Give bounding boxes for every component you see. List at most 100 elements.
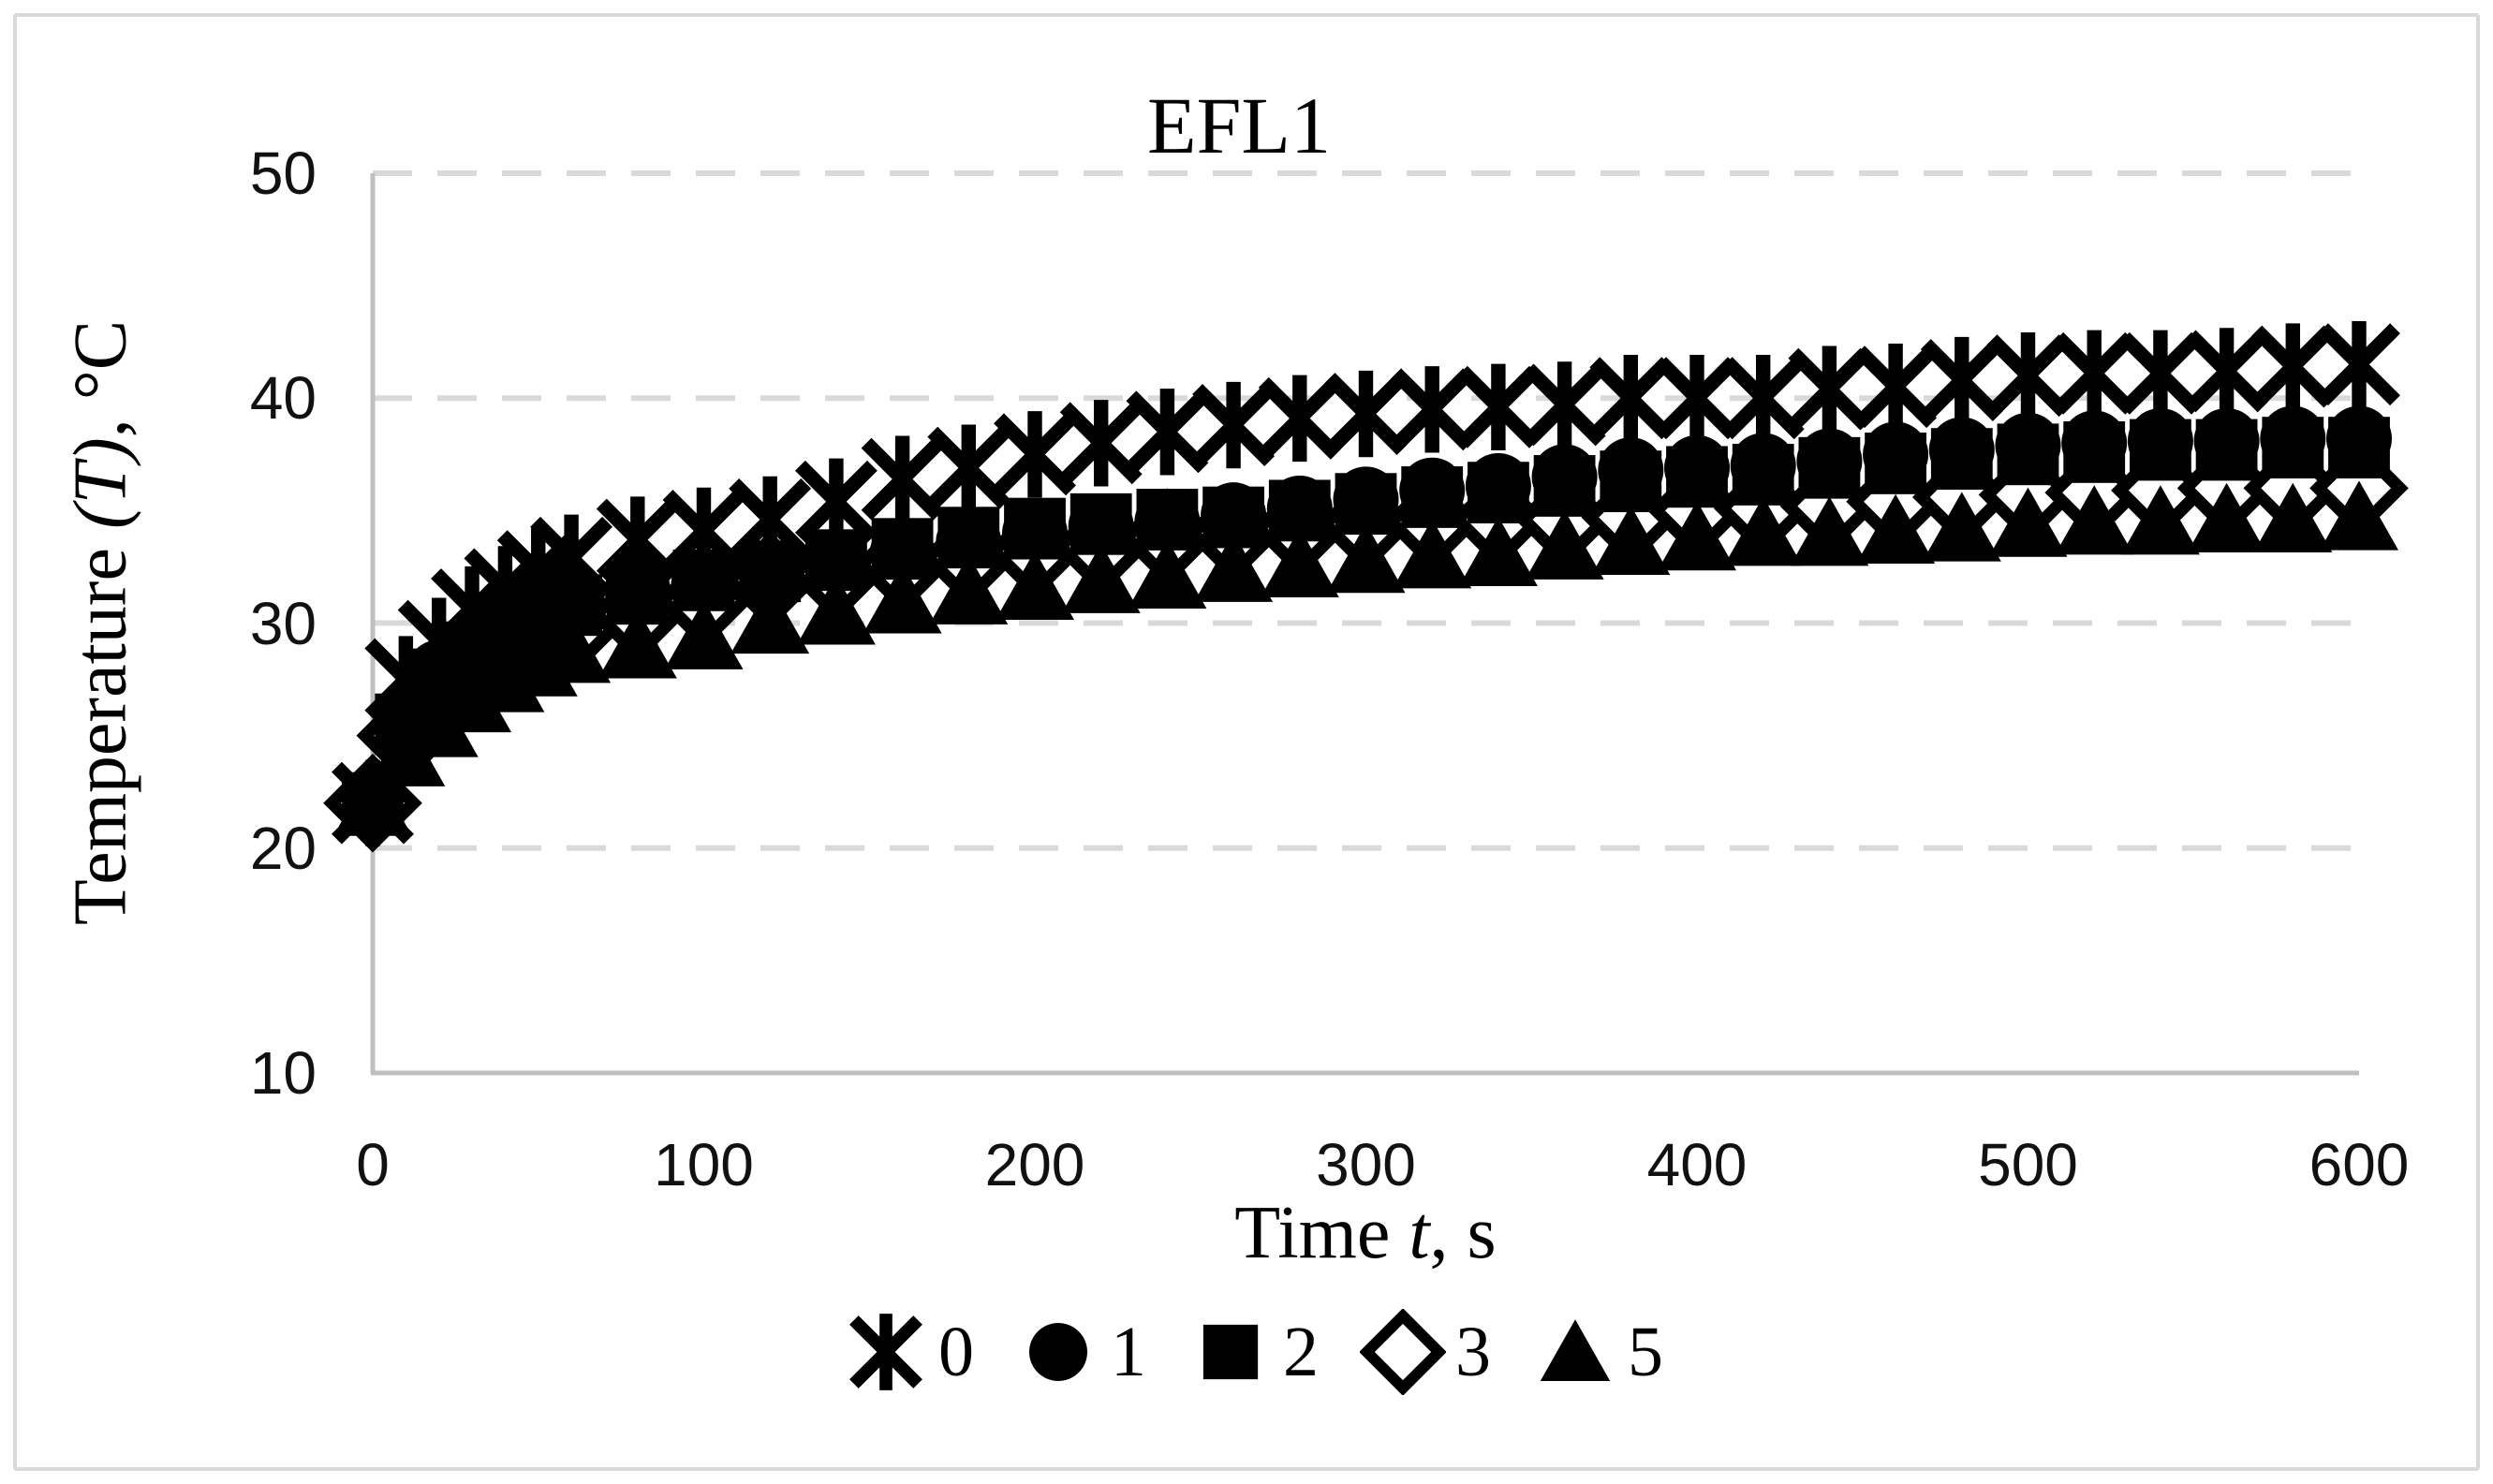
- legend-marker-glyph-0: [849, 1314, 922, 1390]
- data-point-series2: [1468, 462, 1529, 524]
- data-point-series5: [2320, 480, 2398, 551]
- data-point-series2: [540, 574, 602, 637]
- legend-marker-circle-icon: [1029, 1323, 1087, 1381]
- legend-label-2: 2: [1283, 1313, 1319, 1391]
- data-point-series2: [1069, 492, 1132, 555]
- data-point-series2: [1798, 436, 1861, 499]
- data-point-series2: [606, 563, 669, 625]
- data-point-series0: [1854, 344, 1938, 431]
- x-tick-label-100: 100: [654, 1131, 754, 1198]
- x-axis-title: Time t, s: [1234, 1191, 1496, 1276]
- legend-item-3: 3: [1360, 1309, 1491, 1395]
- x-axis-title-text: Time: [1234, 1192, 1409, 1274]
- data-point-series5: [597, 609, 677, 679]
- x-tick-label-500: 500: [1978, 1131, 2078, 1198]
- data-point-series0: [927, 424, 1010, 511]
- chart-legend: 0 1 2 3 5: [843, 1309, 1663, 1395]
- legend-marker-square-icon: [1202, 1324, 1259, 1380]
- data-point-series0: [2053, 330, 2136, 418]
- data-point-series0: [1788, 345, 1871, 433]
- legend-marker-triangle-icon: [1540, 1319, 1611, 1381]
- x-axis-title-unit: , s: [1429, 1192, 1497, 1274]
- data-point-series5: [1128, 538, 1207, 610]
- data-point-series5: [1194, 532, 1274, 602]
- data-point-series5: [664, 599, 744, 669]
- legend-marker-glyph-1: [1029, 1323, 1087, 1381]
- data-point-series2: [2063, 421, 2126, 483]
- data-point-series0: [1059, 400, 1143, 487]
- data-point-series0: [2185, 328, 2268, 415]
- data-point-series5: [730, 583, 810, 654]
- data-point-series0: [1324, 370, 1408, 458]
- data-point-series0: [1258, 375, 1341, 463]
- legend-marker-glyph-3: [1360, 1309, 1446, 1395]
- data-point-series0: [1589, 355, 1673, 442]
- legend-marker-glyph-2: [1202, 1324, 1259, 1380]
- data-point-series0: [1456, 363, 1540, 451]
- data-point-series0: [994, 411, 1076, 498]
- data-point-series5: [1790, 496, 1869, 566]
- data-point-series2: [1401, 466, 1464, 528]
- data-point-series5: [2120, 485, 2200, 555]
- legend-label-5: 5: [1628, 1313, 1663, 1391]
- data-point-series0: [1986, 332, 2070, 419]
- legend-label-0: 0: [938, 1313, 974, 1391]
- data-point-series2: [1930, 428, 1993, 491]
- data-point-series5: [433, 662, 512, 733]
- data-point-series5: [1922, 492, 2001, 562]
- data-point-series5: [1393, 519, 1472, 589]
- data-point-series5: [929, 554, 1009, 624]
- x-tick-label-200: 200: [984, 1131, 1085, 1198]
- data-point-series0: [2118, 330, 2202, 418]
- data-point-series5: [532, 613, 612, 683]
- chart-title: EFL1: [1147, 81, 1331, 170]
- x-tick-label-400: 400: [1646, 1131, 1748, 1198]
- series-5: [333, 480, 2398, 836]
- data-point-series2: [1004, 497, 1066, 560]
- data-point-series5: [2187, 482, 2266, 552]
- y-tick-label-30: 30: [249, 589, 317, 657]
- data-point-series0: [2318, 321, 2400, 408]
- x-tick-label-0: 0: [356, 1131, 390, 1198]
- data-point-series2: [2195, 419, 2258, 481]
- legend-item-5: 5: [1532, 1309, 1663, 1395]
- x-axis-title-symbol: t: [1409, 1192, 1430, 1274]
- data-point-series0: [1523, 361, 1606, 448]
- data-point-series5: [1260, 527, 1339, 598]
- y-tick-label-50: 50: [249, 140, 317, 207]
- data-point-series5: [996, 550, 1074, 621]
- data-point-series2: [1666, 446, 1728, 508]
- data-point-series2: [2328, 417, 2390, 479]
- data-point-series5: [2055, 485, 2134, 555]
- x-tick-label-300: 300: [1316, 1131, 1416, 1198]
- data-point-series2: [342, 771, 404, 834]
- data-point-series2: [1600, 450, 1662, 513]
- data-point-series2: [805, 529, 867, 592]
- data-point-series5: [863, 564, 942, 634]
- legend-marker-glyph-5: [1540, 1319, 1611, 1381]
- data-point-series5: [1458, 516, 1538, 587]
- data-point-series0: [2251, 323, 2335, 410]
- data-point-series0: [861, 435, 944, 522]
- series-2: [342, 417, 2390, 834]
- data-point-series5: [1658, 501, 1736, 571]
- legend-item-0: 0: [843, 1309, 974, 1395]
- y-tick-label-20: 20: [249, 814, 317, 882]
- data-point-series2: [1136, 489, 1199, 551]
- data-point-series5: [1525, 509, 1604, 580]
- legend-label-3: 3: [1455, 1313, 1491, 1391]
- data-point-series0: [1391, 366, 1474, 453]
- y-axis-title-symbol: (T): [59, 437, 142, 530]
- data-point-series2: [2130, 419, 2191, 481]
- data-point-series2: [739, 540, 802, 603]
- data-point-series5: [1988, 487, 2068, 557]
- data-point-series5: [1723, 496, 1803, 566]
- data-point-series0: [1721, 355, 1805, 442]
- data-point-series5: [1061, 543, 1141, 613]
- data-point-series2: [1202, 486, 1264, 549]
- data-point-series0: [1192, 381, 1276, 469]
- y-tick-label-10: 10: [249, 1039, 317, 1107]
- data-point-series2: [1865, 433, 1926, 494]
